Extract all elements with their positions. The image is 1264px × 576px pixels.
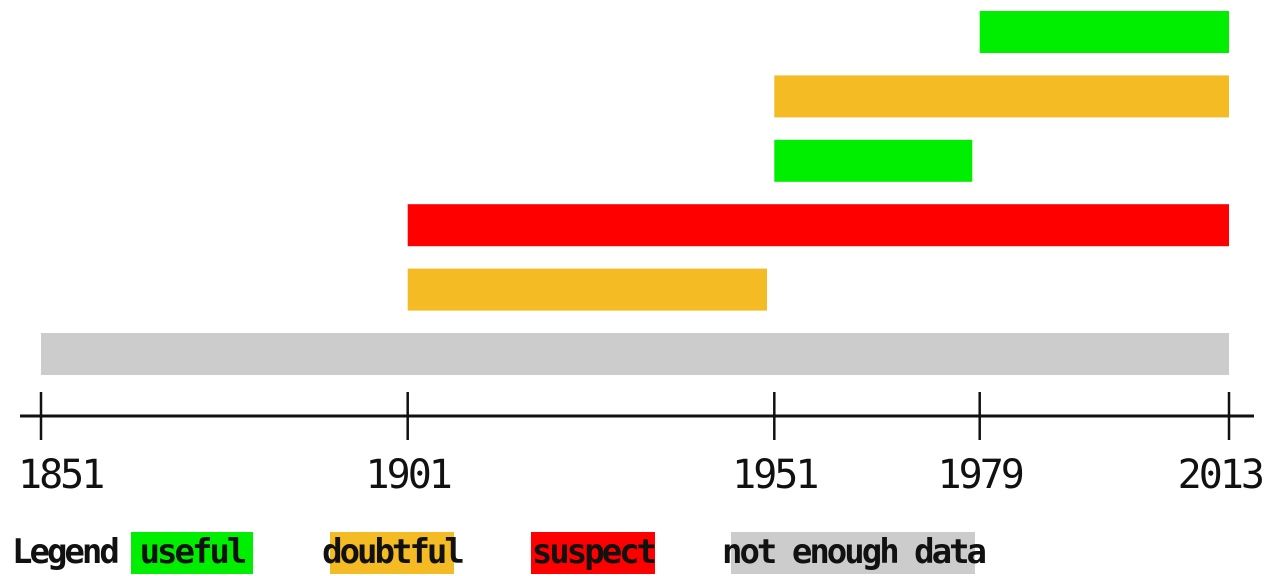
legend-swatch-not-enough-data — [731, 532, 975, 574]
legend-swatch-doubtful — [330, 532, 454, 574]
tick-label-1979: 1979 — [938, 452, 1023, 498]
tick-label-2013: 2013 — [1178, 452, 1263, 498]
bar-doubtful-1951-2013 — [774, 75, 1229, 118]
legend-label-useful: useful — [140, 532, 246, 572]
bar-useful-1951-1978 — [774, 139, 973, 182]
legend-label-doubtful: doubtful — [322, 532, 463, 572]
legend: Legend useful doubtful suspect not enough d… — [12, 532, 989, 574]
legend-title: Legend — [12, 532, 117, 572]
tick-labels: 1851 1901 1951 1979 2013 — [18, 452, 1264, 498]
bar-not-enough-data-1851-2013 — [41, 333, 1229, 375]
bar-doubtful-1901-1950 — [407, 268, 767, 311]
tick-label-1901: 1901 — [366, 452, 451, 498]
bar-useful-1979-2013 — [979, 11, 1229, 53]
tick-marks — [39, 392, 1231, 440]
legend-swatch-useful — [131, 532, 253, 574]
legend-swatch-suspect — [531, 532, 655, 574]
tick-label-1951: 1951 — [732, 452, 817, 498]
bars-layer — [41, 11, 1229, 375]
tick-label-1851: 1851 — [18, 452, 103, 498]
legend-label-suspect: suspect — [532, 532, 655, 572]
legend-label-not-enough-data: not enough data — [722, 532, 986, 572]
bar-suspect-1901-2013 — [407, 204, 1229, 247]
